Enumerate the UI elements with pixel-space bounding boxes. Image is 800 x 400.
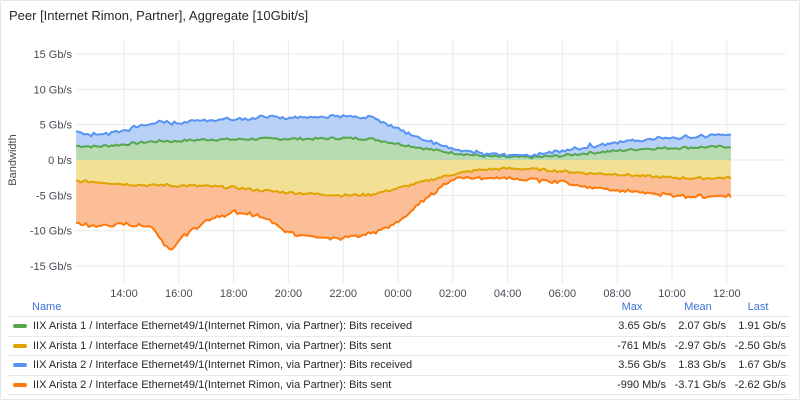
x-tick-label: 02:00	[439, 288, 467, 300]
legend-last-value: -2.50 Gb/s	[734, 339, 786, 352]
series-color-swatch[interactable]	[13, 382, 27, 387]
series-color-swatch[interactable]	[13, 363, 27, 368]
legend-last-value: 1.91 Gb/s	[738, 320, 786, 333]
legend-max-value: -761 Mb/s	[617, 339, 666, 352]
x-tick-label: 20:00	[275, 288, 303, 300]
series-line[interactable]	[75, 166, 732, 198]
series-lines	[75, 113, 732, 251]
bandwidth-chart[interactable]: 15 Gb/s 10 Gb/s 5 Gb/s 0 b/s -5 Gb/s -10 Gb/s…	[0, 0, 800, 300]
legend-table: Name Max Mean Last IIX Arista 1 / Interf…	[8, 298, 790, 395]
series-color-swatch[interactable]	[13, 324, 27, 329]
series-area	[76, 160, 731, 197]
y-tick-label: -15 Gb/s	[30, 261, 73, 273]
x-tick-label: 12:00	[713, 288, 741, 300]
series-color-swatch[interactable]	[13, 343, 27, 348]
legend-max-value: 3.56 Gb/s	[618, 359, 666, 372]
legend-header-max[interactable]: Max	[621, 301, 643, 313]
y-tick-label: 5 Gb/s	[40, 120, 73, 132]
series-areas	[76, 114, 731, 250]
y-tick-label: 10 Gb/s	[33, 84, 72, 96]
legend-mean-value: 1.83 Gb/s	[678, 359, 726, 372]
series-area	[76, 167, 731, 250]
legend-series-name[interactable]: IIX Arista 1 / Interface Ethernet49/1(In…	[33, 339, 392, 352]
x-tick-label: 08:00	[603, 288, 631, 300]
legend-header-mean[interactable]: Mean	[684, 301, 712, 313]
series-area	[76, 114, 731, 159]
x-tick-label: 06:00	[549, 288, 577, 300]
panel-title[interactable]: Peer [Internet Rimon, Partner], Aggregat…	[9, 8, 309, 23]
y-tick-label: -10 Gb/s	[30, 226, 73, 238]
x-tick-label: 00:00	[384, 288, 412, 300]
legend-series-name[interactable]: IIX Arista 1 / Interface Ethernet49/1(In…	[33, 320, 413, 333]
legend-last-value: 1.67 Gb/s	[738, 359, 786, 372]
series-line[interactable]	[76, 175, 732, 251]
legend-header: Name Max Mean Last	[8, 298, 790, 317]
legend-max-value: -990 Mb/s	[617, 378, 666, 391]
x-tick-label: 22:00	[329, 288, 357, 300]
x-tick-label: 16:00	[165, 288, 193, 300]
legend-series-name[interactable]: IIX Arista 2 / Interface Ethernet49/1(In…	[33, 378, 392, 391]
y-tick-label: -5 Gb/s	[36, 190, 73, 202]
legend-header-last[interactable]: Last	[747, 301, 769, 313]
legend-mean-value: -2.97 Gb/s	[674, 339, 726, 352]
legend-row[interactable]: IIX Arista 2 / Interface Ethernet49/1(In…	[8, 376, 790, 395]
series-line[interactable]	[75, 113, 731, 159]
legend-row[interactable]: IIX Arista 2 / Interface Ethernet49/1(In…	[8, 356, 790, 376]
legend-last-value: -2.62 Gb/s	[734, 378, 786, 391]
x-tick-label: 04:00	[494, 288, 522, 300]
legend-max-value: 3.65 Gb/s	[618, 320, 666, 333]
y-axis-label: Bandwidth	[7, 134, 19, 185]
y-tick-label: 15 Gb/s	[33, 49, 72, 61]
legend-mean-value: -3.71 Gb/s	[674, 378, 726, 391]
y-tick-label: 0 b/s	[48, 155, 72, 167]
legend-header-name[interactable]: Name	[32, 301, 62, 313]
legend-row[interactable]: IIX Arista 1 / Interface Ethernet49/1(In…	[8, 337, 790, 356]
x-axis: 14:00 16:00 18:00 20:00 22:00 00:00 02:00 04:00…	[110, 288, 740, 300]
legend-series-name[interactable]: IIX Arista 2 / Interface Ethernet49/1(In…	[33, 359, 413, 372]
y-axis: 15 Gb/s 10 Gb/s 5 Gb/s 0 b/s -5 Gb/s -10 Gb/s…	[30, 49, 73, 273]
legend-mean-value: 2.07 Gb/s	[678, 320, 726, 333]
x-tick-label: 14:00	[110, 288, 138, 300]
x-tick-label: 10:00	[658, 288, 686, 300]
x-tick-label: 18:00	[220, 288, 248, 300]
series-line[interactable]	[76, 136, 731, 160]
legend-row[interactable]: IIX Arista 1 / Interface Ethernet49/1(In…	[8, 317, 790, 337]
